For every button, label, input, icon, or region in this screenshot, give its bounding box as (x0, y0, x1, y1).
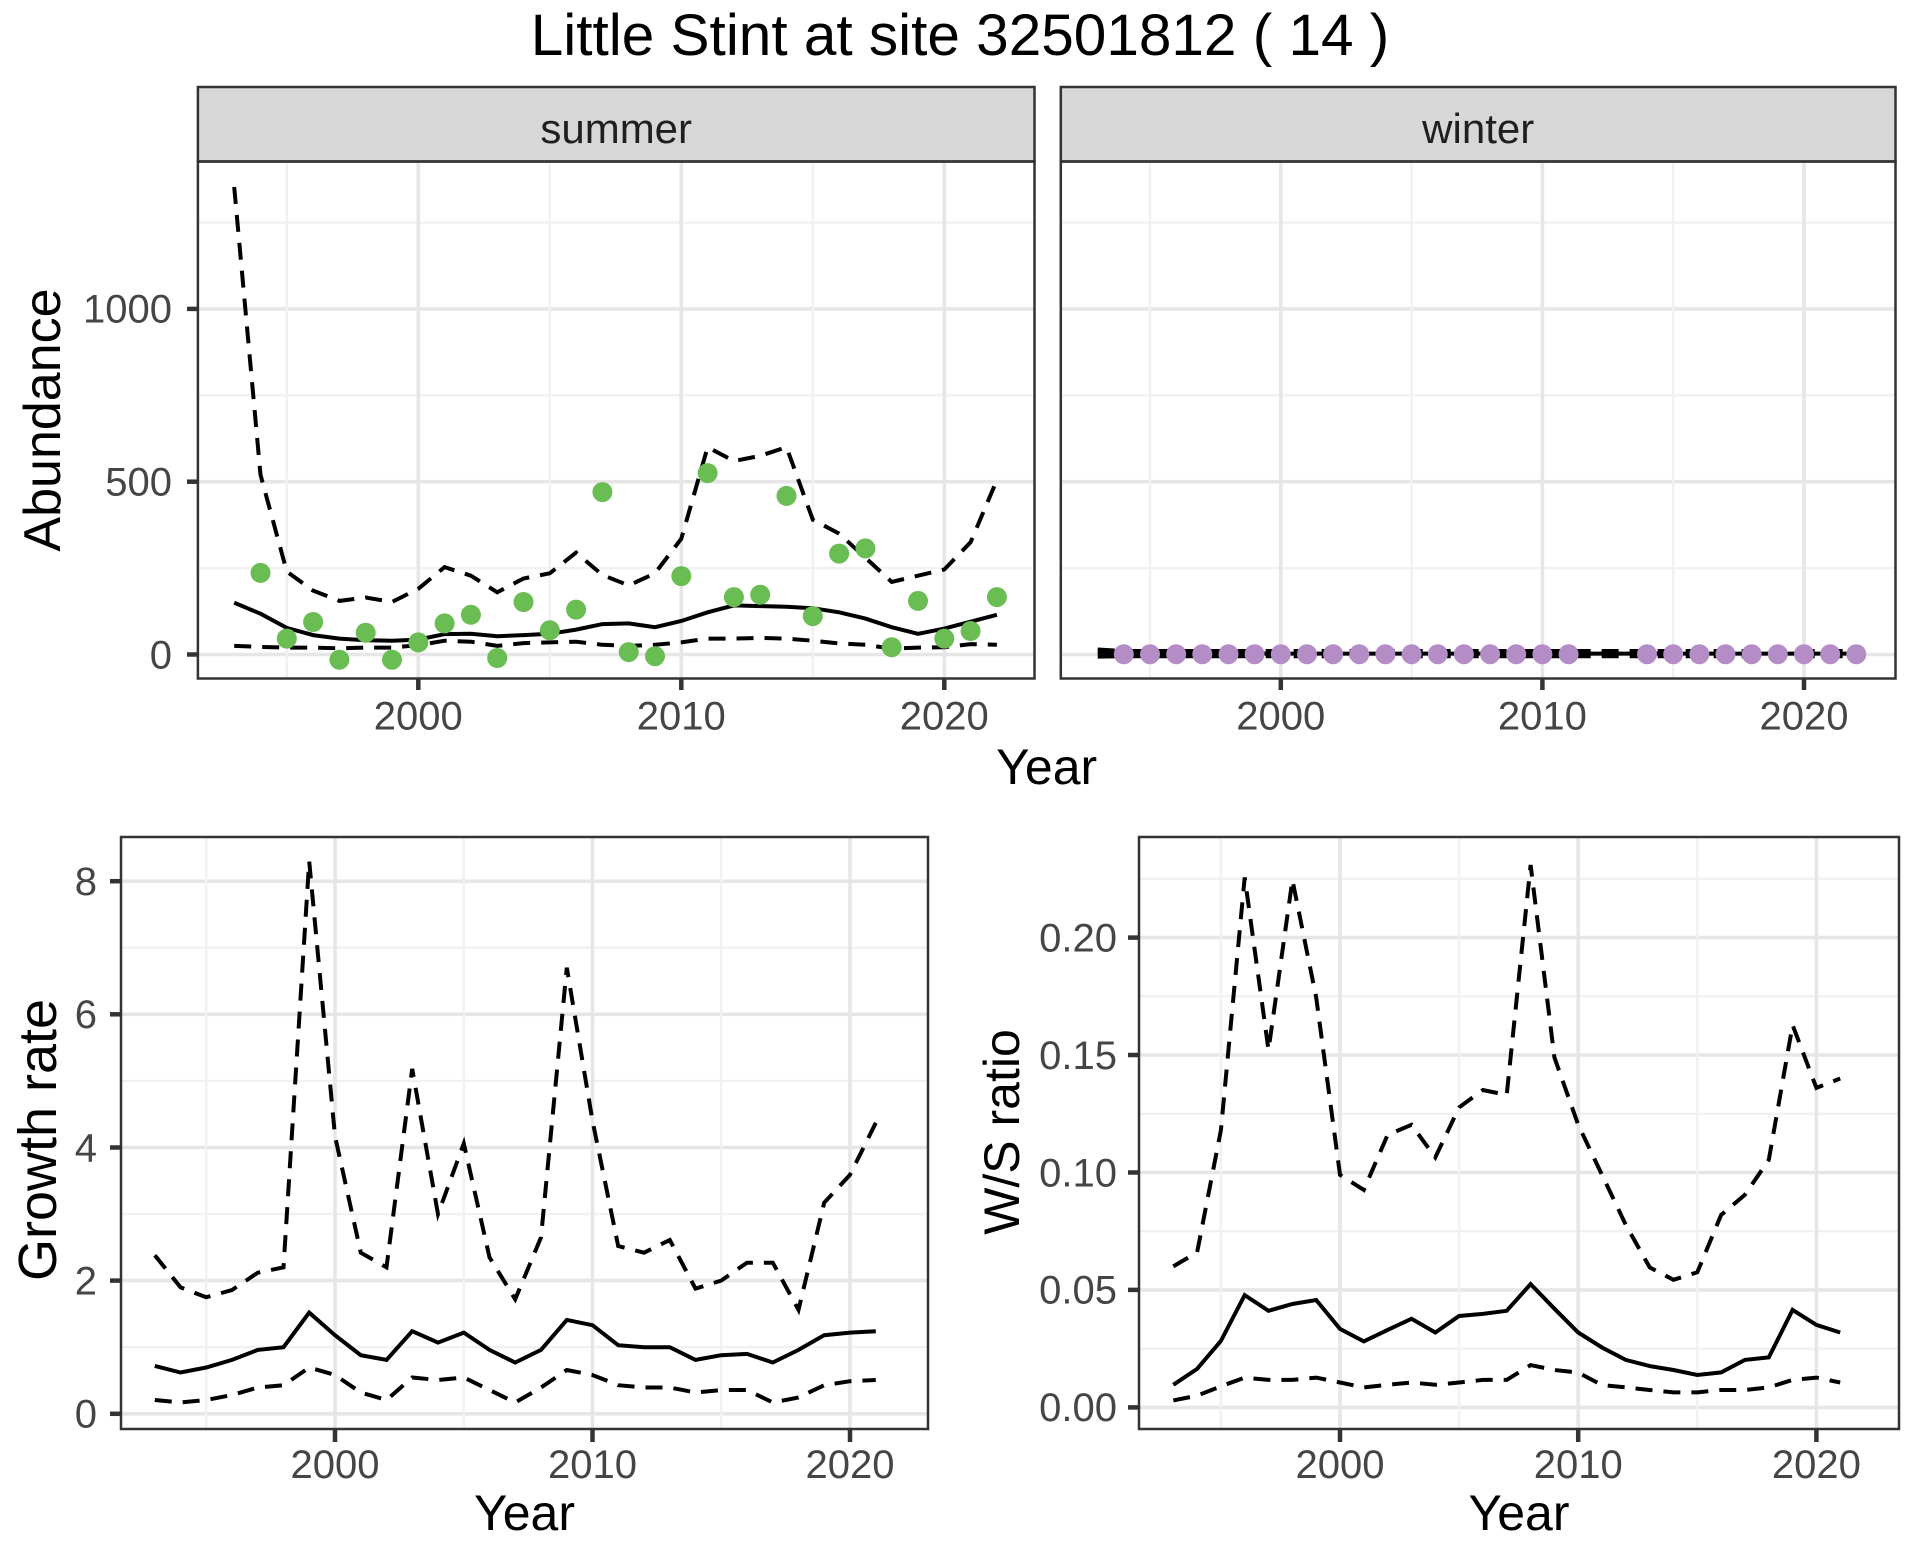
svg-text:Year: Year (474, 1485, 575, 1541)
svg-text:Year: Year (996, 739, 1097, 795)
svg-text:2000: 2000 (1296, 1443, 1385, 1487)
svg-text:winter: winter (1421, 105, 1534, 152)
svg-text:2020: 2020 (806, 1443, 895, 1487)
svg-text:2000: 2000 (1236, 695, 1325, 739)
svg-text:2010: 2010 (637, 695, 726, 739)
svg-text:0.05: 0.05 (1039, 1269, 1117, 1313)
svg-text:500: 500 (105, 461, 172, 505)
svg-text:0.20: 0.20 (1039, 916, 1117, 960)
svg-text:8: 8 (75, 860, 97, 904)
svg-text:0.15: 0.15 (1039, 1034, 1117, 1078)
svg-text:2010: 2010 (548, 1443, 637, 1487)
svg-text:6: 6 (75, 993, 97, 1037)
svg-text:2020: 2020 (900, 695, 989, 739)
svg-text:4: 4 (75, 1126, 97, 1170)
svg-text:summer: summer (540, 105, 692, 152)
svg-text:2010: 2010 (1498, 695, 1587, 739)
svg-text:0.10: 0.10 (1039, 1151, 1117, 1195)
svg-text:W/S ratio: W/S ratio (974, 1029, 1030, 1235)
svg-text:2000: 2000 (291, 1443, 380, 1487)
svg-text:2010: 2010 (1534, 1443, 1623, 1487)
svg-text:2: 2 (75, 1259, 97, 1303)
svg-text:0.00: 0.00 (1039, 1386, 1117, 1430)
svg-text:Abundance: Abundance (14, 288, 72, 551)
svg-text:2000: 2000 (374, 695, 463, 739)
svg-text:0: 0 (75, 1393, 97, 1437)
svg-text:Little Stint at site 32501812: Little Stint at site 32501812 ( 14 ) (531, 3, 1390, 68)
svg-text:1000: 1000 (83, 288, 172, 332)
svg-text:2020: 2020 (1760, 695, 1849, 739)
svg-text:0: 0 (150, 633, 172, 677)
svg-text:2020: 2020 (1772, 1443, 1861, 1487)
svg-text:Growth rate: Growth rate (8, 999, 68, 1281)
svg-text:Year: Year (1468, 1485, 1569, 1541)
